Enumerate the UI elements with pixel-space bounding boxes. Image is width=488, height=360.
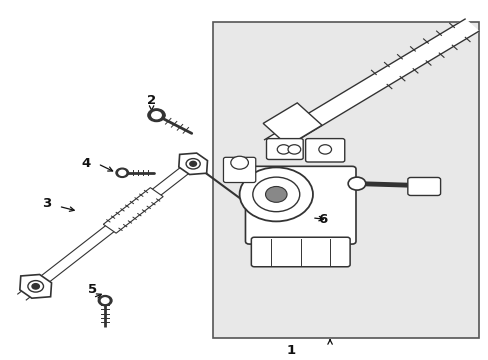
Circle shape	[287, 145, 300, 154]
Circle shape	[265, 186, 286, 202]
Circle shape	[151, 112, 161, 119]
Circle shape	[116, 168, 128, 177]
Text: 1: 1	[286, 345, 295, 357]
Circle shape	[189, 161, 196, 166]
Text: 2: 2	[147, 94, 156, 107]
Text: 5: 5	[88, 283, 97, 296]
Text: 6: 6	[318, 213, 326, 226]
FancyBboxPatch shape	[223, 157, 255, 183]
Circle shape	[119, 170, 125, 175]
Bar	[212, 22, 478, 338]
Circle shape	[98, 296, 112, 306]
Polygon shape	[179, 153, 207, 175]
Polygon shape	[264, 19, 478, 152]
FancyBboxPatch shape	[305, 139, 344, 162]
Circle shape	[252, 177, 299, 212]
Circle shape	[318, 145, 331, 154]
Polygon shape	[18, 161, 197, 300]
Bar	[263, 103, 321, 146]
Circle shape	[186, 159, 200, 169]
Circle shape	[239, 167, 312, 221]
Circle shape	[347, 177, 365, 190]
Circle shape	[28, 280, 43, 292]
Text: 3: 3	[42, 197, 51, 210]
Circle shape	[147, 109, 165, 122]
FancyBboxPatch shape	[245, 166, 355, 244]
Polygon shape	[103, 188, 163, 233]
Text: 4: 4	[81, 157, 90, 170]
Circle shape	[277, 145, 289, 154]
Circle shape	[32, 284, 40, 289]
FancyBboxPatch shape	[251, 237, 349, 267]
Circle shape	[230, 156, 248, 169]
FancyBboxPatch shape	[407, 177, 440, 195]
FancyBboxPatch shape	[266, 139, 303, 159]
Circle shape	[101, 298, 109, 303]
Polygon shape	[20, 274, 51, 298]
